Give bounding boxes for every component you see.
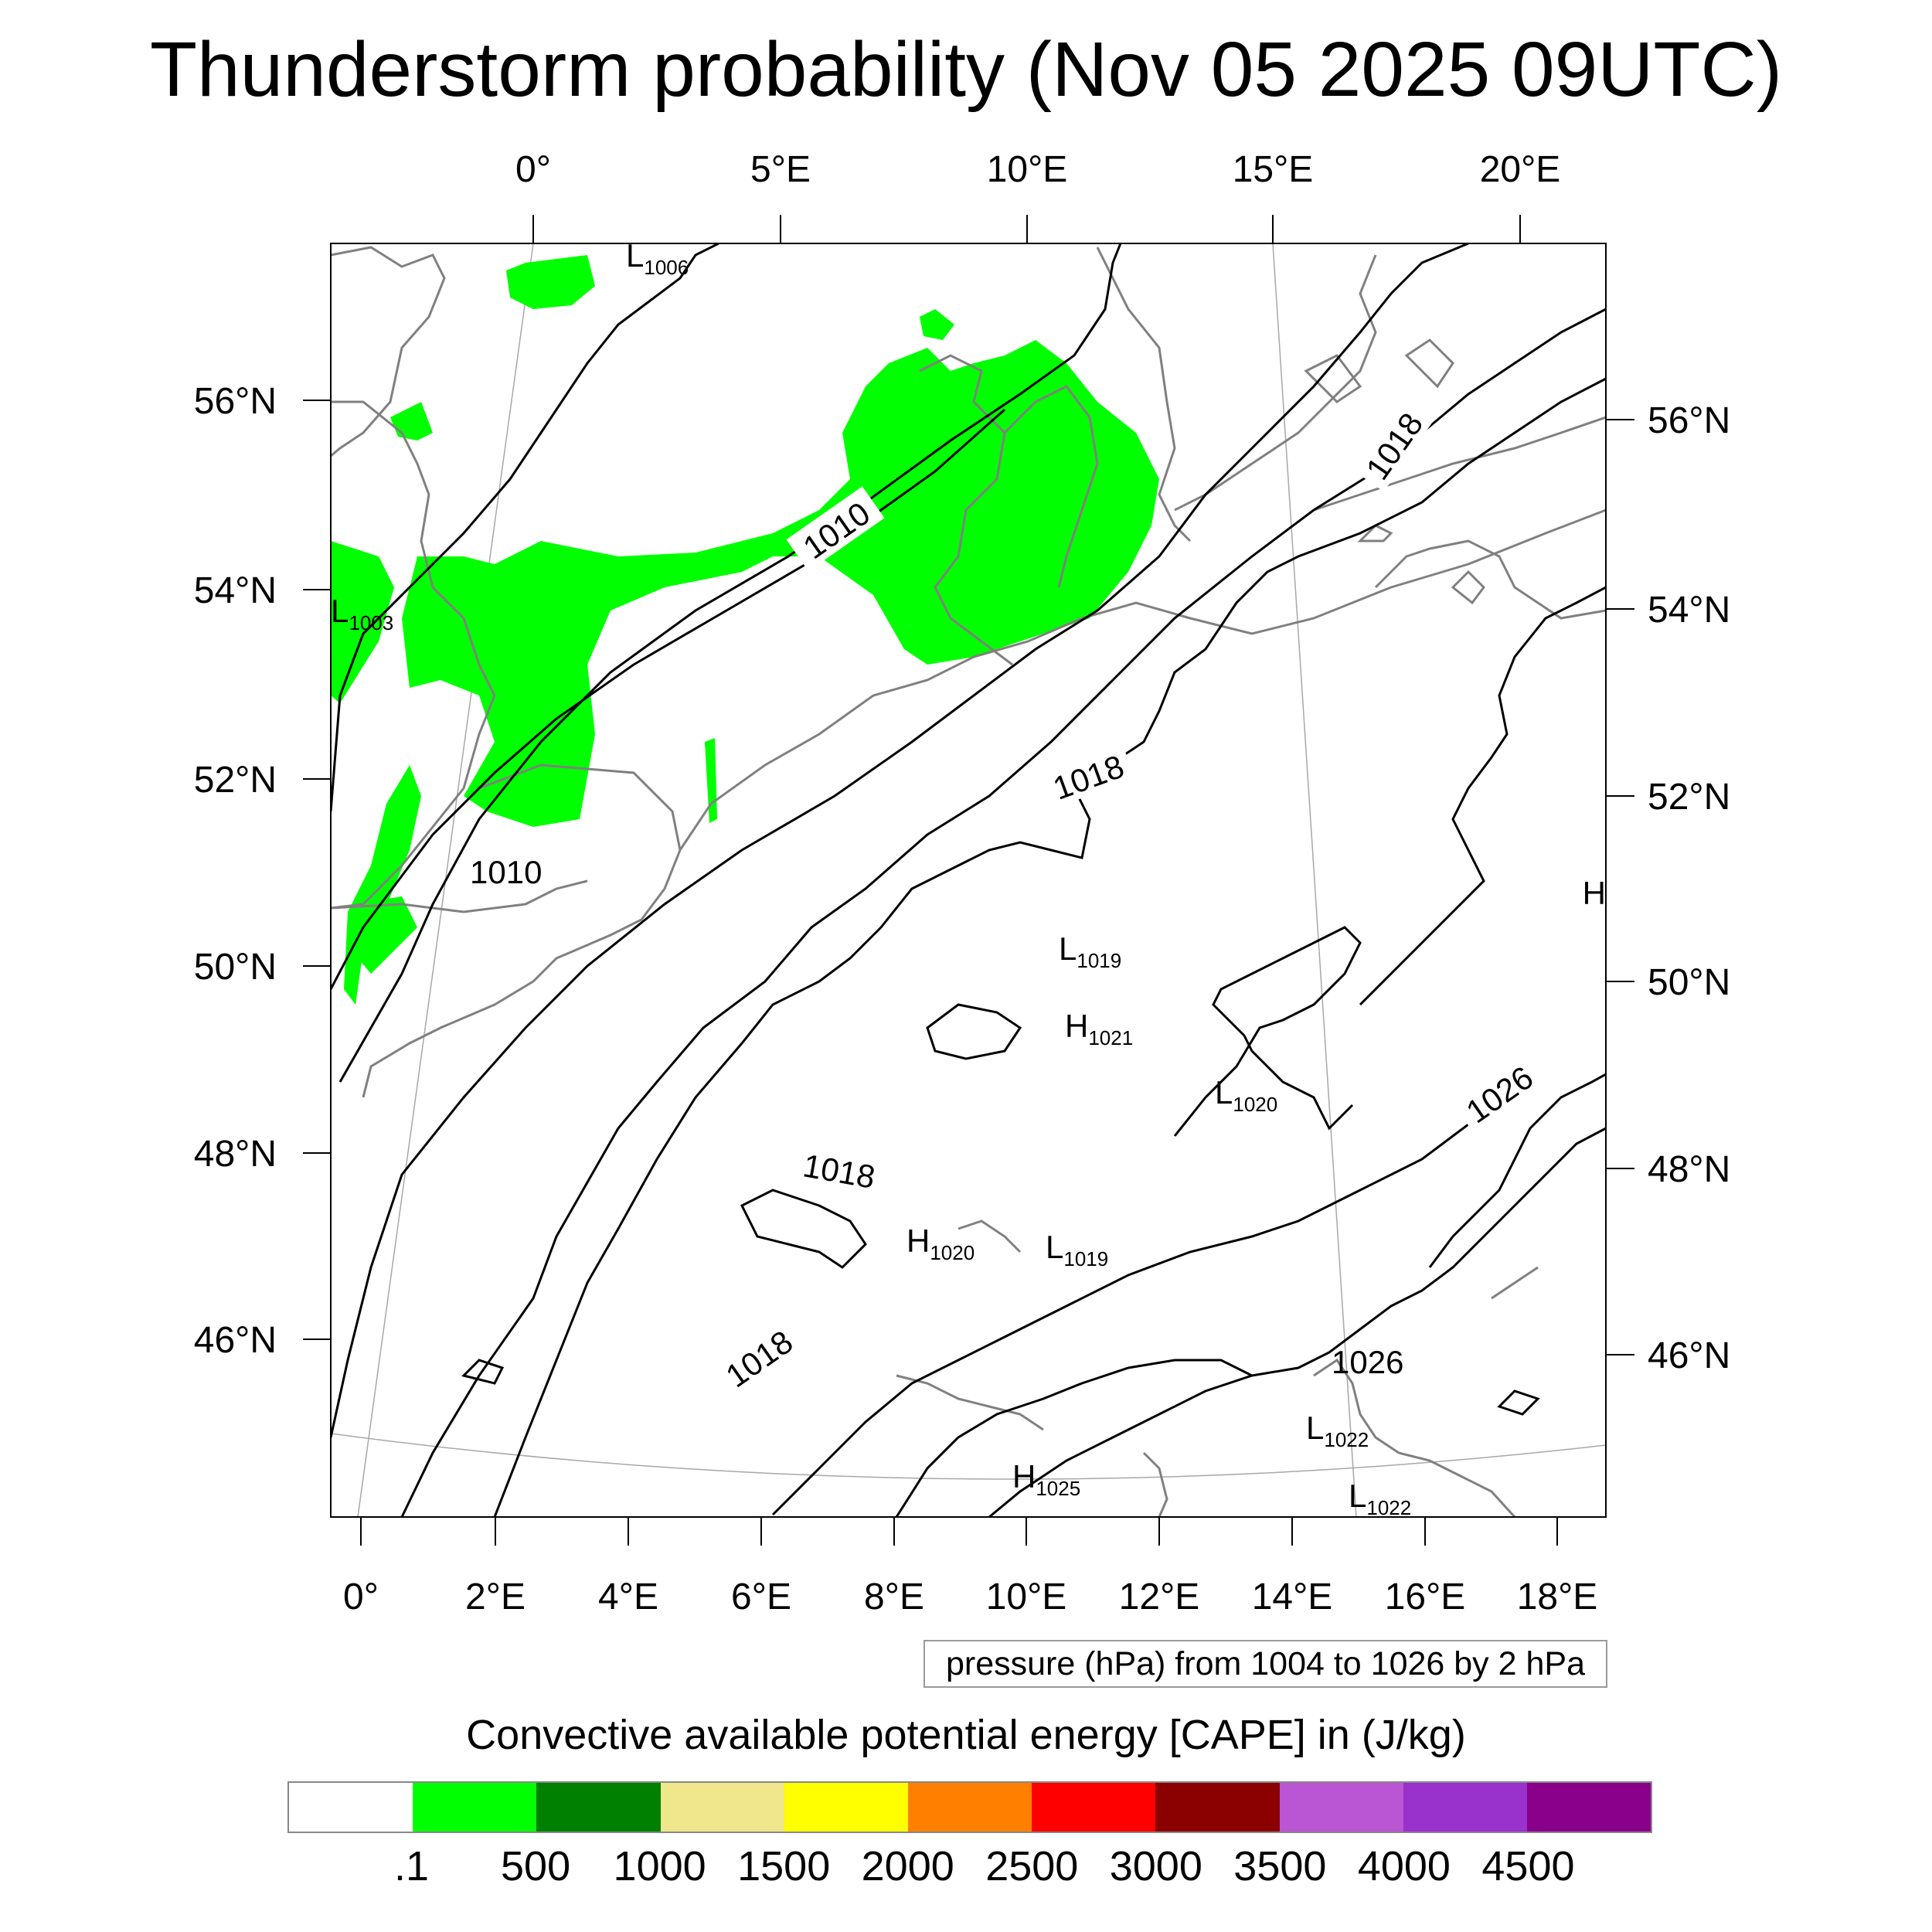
left-lat-label: 56°N: [194, 381, 277, 422]
cape-fill-regions: [331, 255, 1159, 1005]
colorbar-label: 3000: [1109, 1843, 1202, 1889]
cape-region-main-band: [402, 340, 1159, 827]
colorbar-swatch: [660, 1783, 784, 1832]
cape-region-belgium-strip2: [352, 896, 417, 974]
bottom-lon-label: 6°E: [731, 1577, 791, 1617]
top-lon-labels: 0° 5°E 10°E 15°E 20°E: [515, 149, 1560, 190]
top-lon-label: 0°: [515, 149, 551, 190]
bottom-lon-label: 2°E: [465, 1577, 526, 1617]
right-lat-label: 48°N: [1648, 1149, 1730, 1190]
colorbar-swatch: [1032, 1783, 1156, 1832]
left-lat-label: 46°N: [194, 1320, 277, 1361]
left-lat-label: 54°N: [194, 570, 277, 611]
pressure-center: L1022: [1306, 1410, 1369, 1451]
colorbar-label: 2000: [861, 1843, 954, 1889]
bottom-lon-label: 10°E: [986, 1577, 1067, 1617]
cape-region-west-strip: [331, 541, 394, 703]
colorbar-label: 4500: [1481, 1843, 1575, 1889]
colorbar-title: Convective available potential energy [C…: [466, 1712, 1466, 1758]
pressure-center: L1020: [1215, 1074, 1277, 1116]
colorbar-swatch: [1155, 1783, 1280, 1832]
bottom-lon-labels: 0° 2°E 4°E 6°E 8°E 10°E 12°E 14°E 16°E 1…: [343, 1577, 1597, 1617]
pressure-centers: L1006 L1003 L1019 H1021 L1020 H1020 L101…: [331, 237, 1411, 1519]
pressure-note: pressure (hPa) from 1004 to 1026 by 2 hP…: [923, 1640, 1607, 1688]
colorbar-swatch: [784, 1783, 908, 1832]
isobar-label: 1018: [801, 1147, 878, 1196]
coastlines: [331, 246, 1606, 1517]
colorbar-label: 500: [501, 1843, 571, 1889]
pressure-center: H1025: [1012, 1458, 1080, 1500]
bottom-lon-label: 14°E: [1252, 1577, 1333, 1617]
colorbar-labels: .1 500 1000 1500 2000 2500 3000 3500 4000 4500: [0, 1839, 1932, 1893]
colorbar-swatch: [536, 1783, 661, 1832]
pressure-center: L1003: [331, 593, 393, 634]
colorbar-label: 2500: [985, 1843, 1079, 1889]
colorbar-label: .1: [394, 1843, 430, 1889]
top-lon-label: 5°E: [750, 149, 811, 190]
plot-frame: [330, 243, 1607, 1518]
colorbar-swatch: [1403, 1783, 1527, 1832]
right-lat-labels: 56°N 54°N 52°N 50°N 48°N 46°N: [1648, 400, 1730, 1376]
left-lat-label: 48°N: [194, 1134, 277, 1175]
top-lon-label: 10°E: [987, 149, 1068, 190]
bottom-lon-label: 16°E: [1385, 1577, 1466, 1617]
pressure-center: L1019: [1059, 930, 1121, 972]
isobar-label: H: [1583, 875, 1606, 911]
left-lat-label: 52°N: [194, 760, 277, 801]
colorbar: [287, 1781, 1652, 1833]
colorbar-swatch: [413, 1783, 537, 1832]
right-lat-label: 52°N: [1648, 777, 1730, 818]
colorbar-label: 4000: [1357, 1843, 1451, 1889]
pressure-center: L1019: [1046, 1229, 1108, 1270]
cape-region-denmark-north: [920, 309, 954, 340]
top-lon-ticks: [532, 215, 1521, 243]
right-lat-ticks: [1606, 419, 1634, 1355]
left-lat-label: 50°N: [194, 947, 277, 988]
bottom-lon-ticks: [360, 1517, 1558, 1546]
right-lat-label: 50°N: [1648, 962, 1730, 1003]
right-lat-label: 46°N: [1648, 1335, 1730, 1376]
pressure-center: L1022: [1349, 1478, 1411, 1519]
pressure-center: H1021: [1065, 1008, 1133, 1049]
colorbar-swatch: [1279, 1783, 1403, 1832]
right-lat-label: 54°N: [1648, 590, 1730, 631]
isobar-label: 1026: [1332, 1344, 1403, 1380]
top-lon-label: 15°E: [1233, 149, 1314, 190]
colorbar-swatch: [1526, 1783, 1651, 1832]
bottom-lon-label: 0°: [343, 1577, 379, 1617]
left-lat-labels: 56°N 54°N 52°N 50°N 48°N 46°N: [194, 381, 277, 1361]
cape-region-north-sea: [506, 255, 595, 309]
colorbar-label: 1000: [613, 1843, 706, 1889]
cape-region-uk-east: [390, 402, 433, 440]
top-lon-label: 20°E: [1480, 149, 1561, 190]
pressure-center: L1006: [626, 237, 689, 279]
colorbar-swatch: [289, 1783, 413, 1832]
colorbar-label: 3500: [1233, 1843, 1327, 1889]
right-lat-label: 56°N: [1648, 400, 1730, 441]
bottom-lon-label: 4°E: [598, 1577, 658, 1617]
colorbar-swatch: [907, 1783, 1032, 1832]
pressure-center: H1020: [906, 1223, 975, 1264]
bottom-lon-label: 12°E: [1119, 1577, 1200, 1617]
isobar-label: 1010: [470, 854, 542, 890]
map-title: Thunderstorm probability (Nov 05 2025 09…: [149, 26, 1783, 113]
left-lat-ticks: [303, 400, 331, 1340]
colorbar-label: 1500: [737, 1843, 831, 1889]
bottom-lon-label: 18°E: [1517, 1577, 1598, 1617]
bottom-lon-label: 8°E: [864, 1577, 924, 1617]
